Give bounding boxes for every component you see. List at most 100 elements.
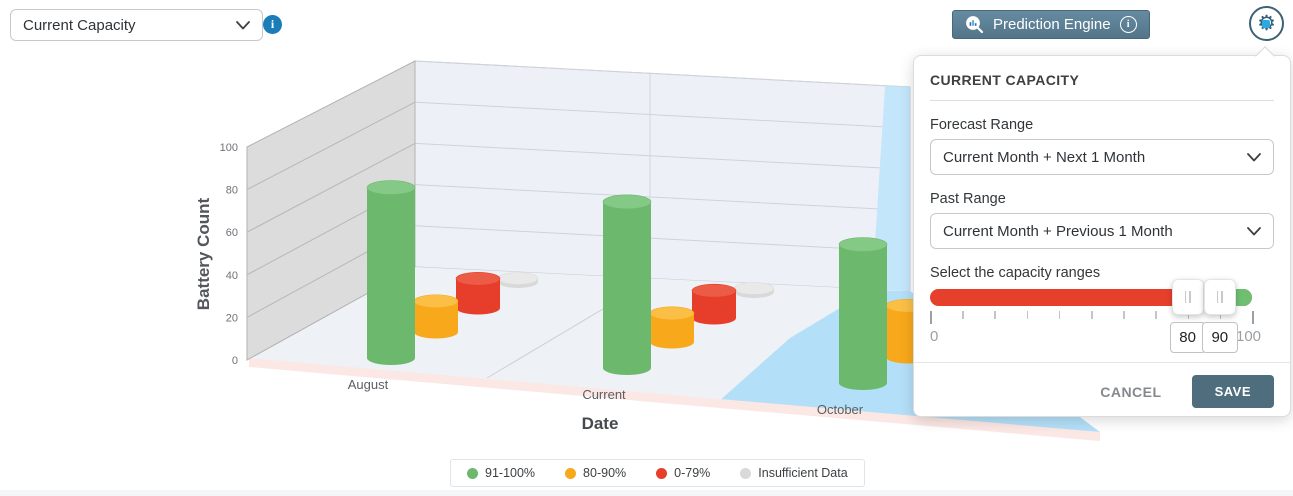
- slider-scale: 0 100: [930, 306, 1261, 353]
- bar-august-InsufficientData: [497, 272, 539, 285]
- bar-current-80-90: [650, 335, 694, 349]
- forecast-range-label: Forecast Range: [930, 117, 1034, 133]
- y-tick-label: 80: [226, 185, 238, 197]
- metric-dropdown[interactable]: Current Capacity: [10, 9, 263, 41]
- past-range-select[interactable]: Current Month + Previous 1 Month: [930, 213, 1274, 249]
- forecast-wall: [872, 86, 910, 291]
- back-gridline: [414, 184, 911, 212]
- legend-dot-icon: [565, 467, 577, 479]
- bar-current-91-100: [603, 361, 651, 375]
- x-tick-label: October: [817, 402, 864, 417]
- bar-august-0-79: [456, 301, 500, 315]
- metric-info-icon[interactable]: i: [263, 15, 282, 34]
- back-gridline: [414, 60, 911, 88]
- legend-dot-icon: [740, 467, 752, 479]
- prediction-engine-button[interactable]: Prediction Engine i: [952, 10, 1150, 39]
- legend-label: 91-100%: [485, 466, 536, 480]
- bar-october-91-100: [839, 244, 887, 383]
- slider-tick: [1155, 311, 1157, 319]
- slider-tick: [930, 311, 932, 324]
- bar-august-0-79: [455, 271, 501, 286]
- chevron-down-icon: [1247, 226, 1261, 235]
- bar-current-91-100: [603, 201, 651, 368]
- bar-october-91-100: [838, 237, 888, 252]
- page-bottom-strip: [0, 490, 1293, 496]
- slider-handle-low[interactable]: [1171, 279, 1204, 315]
- y-tick-label: 20: [226, 312, 238, 324]
- capacity-low-input[interactable]: [1169, 322, 1206, 353]
- back-gridline: [414, 101, 911, 129]
- panel-footer: CANCEL SAVE: [914, 362, 1290, 408]
- prediction-engine-label: Prediction Engine: [993, 16, 1111, 33]
- slider-max-label: 100: [1236, 328, 1262, 345]
- slider-tick: [1123, 311, 1125, 319]
- legend-label: Insufficient Data: [758, 466, 848, 480]
- legend-label: 0-79%: [674, 466, 711, 480]
- left-gridline: [246, 101, 416, 191]
- legend-dot-icon: [656, 467, 668, 479]
- slider-handle-high[interactable]: [1203, 279, 1236, 315]
- y-tick-label: 40: [226, 270, 238, 282]
- chevron-down-icon: [1247, 152, 1261, 161]
- past-range-value: Current Month + Previous 1 Month: [943, 222, 1173, 240]
- capacity-range-slider: 0 100: [930, 279, 1261, 353]
- y-axis-title: Battery Count: [194, 197, 213, 310]
- bar-current-InsufficientData: [733, 282, 775, 295]
- bar-current-0-79: [692, 311, 736, 325]
- magnifier-chart-icon: [966, 16, 984, 34]
- bar-current-91-100: [602, 194, 652, 210]
- slider-track[interactable]: [930, 279, 1252, 315]
- legend-item-91-100[interactable]: 91-100%: [467, 466, 535, 480]
- back-wall: [414, 60, 911, 292]
- y-tick-label: 60: [226, 227, 238, 239]
- metric-dropdown-value: Current Capacity: [23, 16, 136, 34]
- slider-min-label: 0: [930, 328, 939, 345]
- forecast-range-select[interactable]: Current Month + Next 1 Month: [930, 139, 1274, 175]
- gear-icon: ⚙: [1257, 13, 1276, 34]
- settings-gear-button[interactable]: ⚙: [1249, 6, 1284, 41]
- x-tick-label: August: [348, 377, 389, 392]
- forecast-range-value: Current Month + Next 1 Month: [943, 148, 1146, 166]
- slider-tick: [1091, 311, 1093, 319]
- legend-item-0-79[interactable]: 0-79%: [656, 466, 710, 480]
- chart-legend: 91-100% 80-90% 0-79% Insufficient Data: [450, 459, 865, 487]
- slider-tick: [1187, 311, 1190, 319]
- bar-october-91-100: [839, 376, 887, 390]
- bar-august-91-100: [367, 351, 415, 365]
- slider-tick: [1026, 311, 1029, 319]
- legend-item-80-90[interactable]: 80-90%: [565, 466, 626, 480]
- y-tick-label: 0: [232, 355, 238, 367]
- slider-tick: [1058, 311, 1061, 319]
- legend-label: 80-90%: [583, 466, 627, 480]
- legend-dot-icon: [467, 467, 478, 479]
- floor-front-strip: [249, 358, 1100, 441]
- panel-divider: [930, 100, 1274, 101]
- bar-current-0-79: [691, 283, 737, 298]
- chevron-down-icon: [236, 20, 250, 29]
- prediction-info-icon[interactable]: i: [1119, 16, 1137, 33]
- bar-current-80-90: [649, 306, 695, 321]
- x-tick-label: Current: [582, 387, 626, 402]
- bar-august-91-100: [366, 180, 416, 195]
- left-gridline: [246, 142, 416, 233]
- cancel-button[interactable]: CANCEL: [1100, 383, 1162, 400]
- y-tick-label: 100: [220, 142, 238, 154]
- capacity-high-input[interactable]: [1201, 322, 1238, 353]
- slider-tick: [994, 311, 996, 319]
- bar-august-80-90: [413, 294, 459, 309]
- x-axis-title: Date: [582, 414, 619, 433]
- slider-tick: [962, 311, 964, 319]
- past-range-label: Past Range: [930, 191, 1006, 207]
- slider-tick: [1219, 311, 1222, 319]
- back-gridline: [414, 225, 911, 253]
- settings-panel: CURRENT CAPACITY Forecast Range Current …: [913, 55, 1291, 417]
- back-gridline: [414, 142, 911, 170]
- save-button[interactable]: SAVE: [1191, 375, 1274, 408]
- slider-tick: [1252, 311, 1254, 324]
- panel-title: CURRENT CAPACITY: [930, 72, 1080, 88]
- bar-august-80-90: [414, 325, 458, 339]
- bar-august-91-100: [367, 187, 415, 358]
- capacity-ranges-label: Select the capacity ranges: [930, 265, 1101, 281]
- legend-item-InsufficientData[interactable]: Insufficient Data: [740, 466, 848, 480]
